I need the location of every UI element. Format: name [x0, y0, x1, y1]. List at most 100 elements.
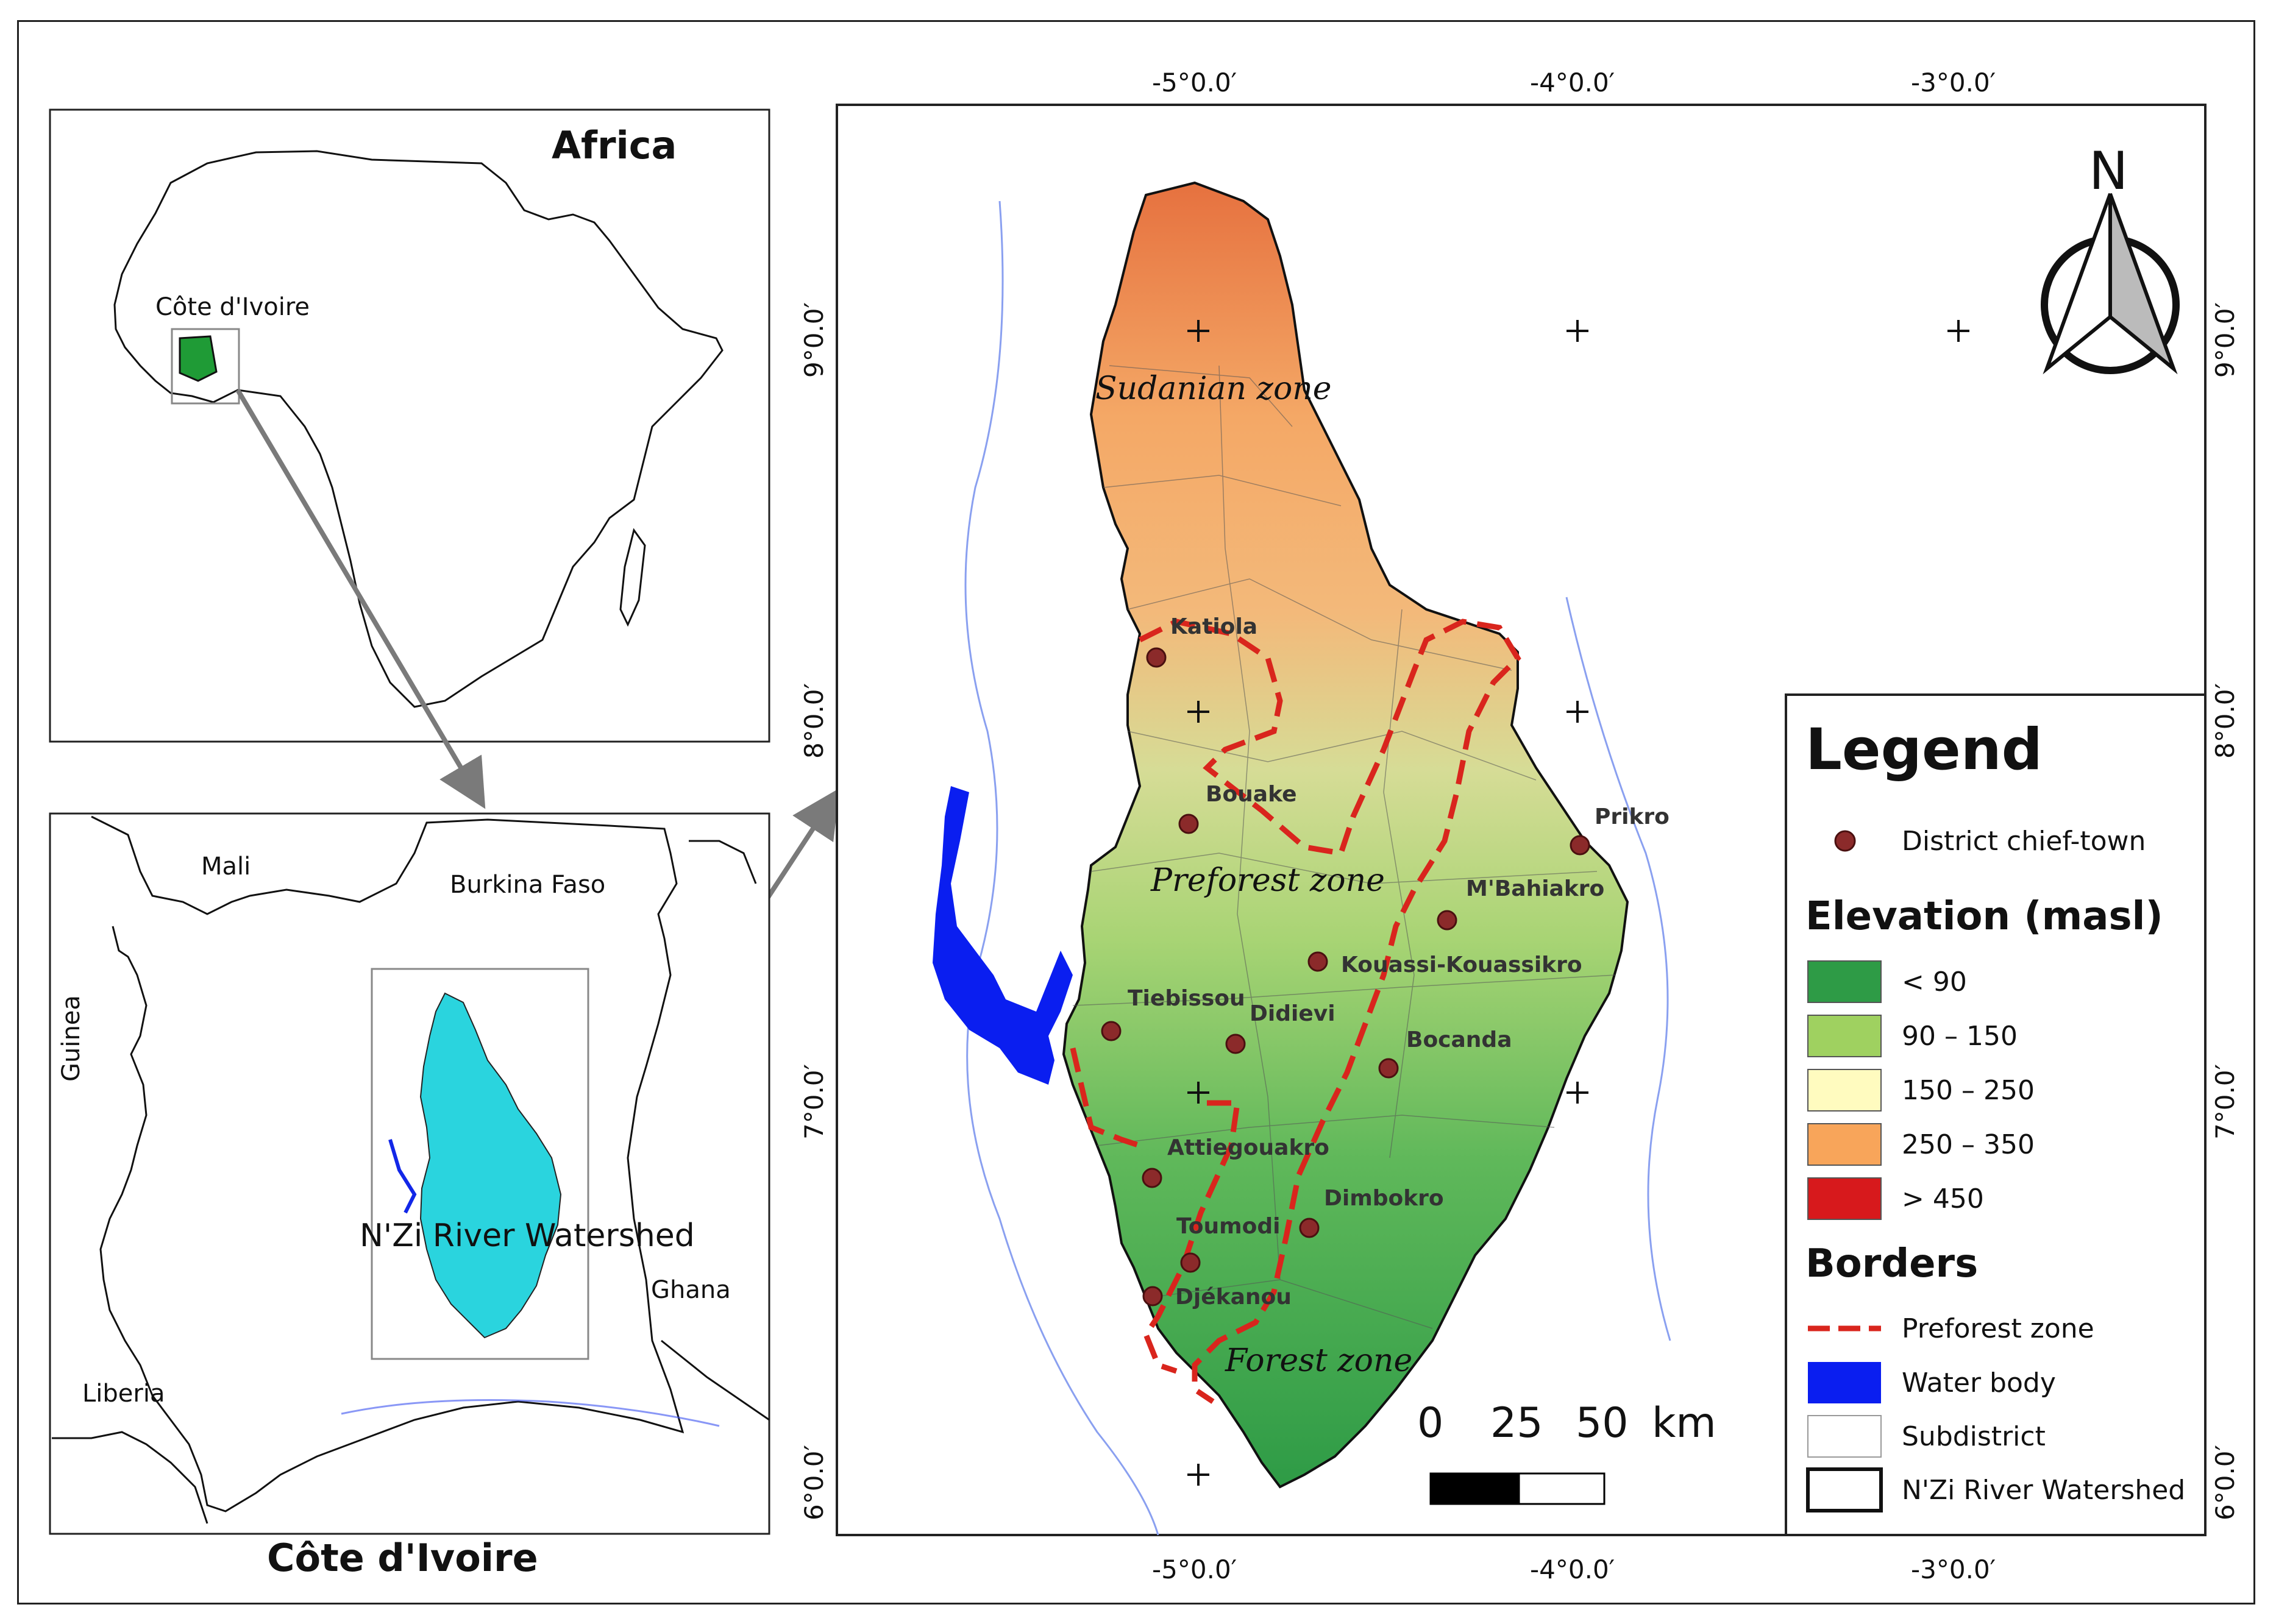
watershed-box — [371, 968, 589, 1360]
town-label-toumodi: Toumodi — [1176, 1214, 1281, 1239]
town-marker-kouassi-kouassikro — [1307, 951, 1328, 972]
scale-segment-light — [1518, 1472, 1606, 1505]
civ-inset: Mali Burkina Faso Guinea Ghana Liberia N… — [49, 812, 770, 1580]
town-marker-tiebissou — [1101, 1021, 1122, 1041]
legend-swatch-gt450 — [1807, 1177, 1882, 1220]
graticule-crosses — [1187, 320, 1969, 1486]
legend-subdistrict-swatch — [1807, 1415, 1882, 1458]
town-marker-toumodi — [1180, 1252, 1201, 1273]
legend-label-250-350: 250 – 350 — [1902, 1129, 2035, 1160]
legend-swatch-lt90 — [1807, 960, 1882, 1003]
graticule-bottom-1: -5°0.0′ — [1152, 1555, 1237, 1584]
town-marker-djekanou — [1142, 1286, 1163, 1307]
legend-watershed-swatch — [1806, 1467, 1883, 1512]
graticule-top-2: -4°0.0′ — [1530, 68, 1615, 98]
legend-district-label: District chief-town — [1902, 826, 2146, 857]
town-labels: Katiola Bouake Prikro M'Bahiakro Kouassi… — [1128, 614, 1670, 1310]
town-marker-bocanda — [1378, 1058, 1399, 1079]
town-marker-prikro — [1570, 835, 1590, 856]
town-label-dimbokro: Dimbokro — [1324, 1186, 1444, 1211]
liberia-border — [52, 1431, 208, 1524]
town-label-prikro: Prikro — [1595, 804, 1670, 829]
town-markers — [1101, 647, 1590, 1307]
label-ghana: Ghana — [651, 1276, 731, 1304]
label-guinea: Guinea — [57, 995, 85, 1082]
scale-label-25: 25 — [1490, 1399, 1543, 1447]
graticule-bottom-2: -4°0.0′ — [1530, 1555, 1615, 1584]
town-label-bouake: Bouake — [1206, 782, 1296, 807]
ghana-coast — [661, 1339, 770, 1421]
legend-swatch-90-150 — [1807, 1015, 1882, 1057]
legend-subdistrict-label: Subdistrict — [1902, 1421, 2046, 1452]
legend-label-150-250: 150 – 250 — [1902, 1075, 2035, 1106]
river-comoe — [1565, 597, 1671, 1341]
graticule-top-1: -5°0.0′ — [1152, 68, 1237, 98]
cote-divoire-highlight — [179, 335, 218, 382]
label-liberia: Liberia — [82, 1380, 165, 1408]
scale-segment-dark — [1429, 1472, 1520, 1505]
town-label-mbahiakro: M'Bahiakro — [1466, 876, 1604, 901]
zoom-arrow-africa — [235, 388, 486, 809]
ghana-north-border — [689, 840, 757, 884]
civ-lake-kossou — [388, 1139, 417, 1214]
town-marker-attiegouakro — [1142, 1168, 1162, 1188]
legend-label-gt450: > 450 — [1902, 1183, 1984, 1214]
graticule-right-2: 8°0.0′ — [2210, 683, 2240, 759]
zone-label-preforest: Preforest zone — [1150, 862, 1385, 899]
zone-label-sudanian: Sudanian zone — [1095, 371, 1332, 407]
africa-inset-frame — [49, 108, 770, 743]
africa-inset: Africa Côte d'Ivoire — [49, 108, 770, 743]
legend-watershed-label: N'Zi River Watershed — [1902, 1475, 2185, 1506]
graticule-right-4: 6°0.0′ — [2210, 1445, 2240, 1520]
civ-watershed-shape — [419, 992, 562, 1339]
legend-title: Legend — [1805, 717, 2043, 783]
label-mali: Mali — [201, 853, 251, 881]
subdistrict-lines — [1072, 365, 1616, 1329]
legend-borders-title: Borders — [1805, 1241, 1978, 1286]
town-marker-katiola — [1146, 647, 1167, 668]
watershed-label: N'Zi River Watershed — [360, 1218, 695, 1254]
legend-label-90-150: 90 – 150 — [1902, 1021, 2018, 1052]
graticule-right-1: 9°0.0′ — [2210, 302, 2240, 378]
town-marker-dimbokro — [1299, 1218, 1320, 1238]
legend-district-marker — [1834, 830, 1856, 852]
town-marker-mbahiakro — [1437, 910, 1457, 931]
graticule-left-2: 8°0.0′ — [799, 683, 829, 759]
madagascar-outline — [619, 528, 646, 627]
civ-inset-frame — [49, 812, 770, 1535]
civ-title: Côte d'Ivoire — [267, 1536, 538, 1580]
town-label-didievi: Didievi — [1250, 1001, 1335, 1026]
legend-water-swatch — [1808, 1362, 1881, 1403]
legend-elevation-title: Elevation (masl) — [1805, 894, 2163, 939]
legend-preforest-label: Preforest zone — [1902, 1313, 2094, 1344]
north-arrow-icon: N — [2041, 141, 2180, 375]
graticule-left-3: 7°0.0′ — [799, 1064, 829, 1140]
town-label-djekanou: Djékanou — [1175, 1285, 1292, 1310]
town-label-attiegouakro: Attiegouakro — [1167, 1135, 1329, 1160]
graticule-left-4: 6°0.0′ — [799, 1445, 829, 1520]
scale-label-50: 50 — [1576, 1399, 1629, 1447]
africa-country-label: Côte d'Ivoire — [155, 293, 310, 321]
preforest-zone-border — [1070, 619, 1521, 1404]
graticule-bottom-3: -3°0.0′ — [1911, 1555, 1996, 1584]
graticule-top-3: -3°0.0′ — [1911, 68, 1996, 98]
scale-bar: 0 25 50 km — [1417, 1399, 1716, 1505]
town-label-katiola: Katiola — [1170, 614, 1257, 639]
legend-swatch-150-250 — [1807, 1069, 1882, 1112]
legend-water-label: Water body — [1902, 1367, 2056, 1399]
graticule-left-1: 9°0.0′ — [799, 302, 829, 378]
town-marker-didievi — [1225, 1034, 1246, 1054]
civ-country-border — [91, 815, 685, 1512]
legend-frame — [1785, 693, 2207, 1536]
legend-label-lt90: < 90 — [1902, 966, 1967, 998]
north-label: N — [2089, 141, 2128, 202]
river-bandama — [964, 200, 1159, 1536]
figure-frame — [17, 20, 2255, 1604]
graticule-right-3: 7°0.0′ — [2210, 1064, 2240, 1140]
town-label-kouassi-kouassikro: Kouassi-Kouassikro — [1341, 952, 1582, 977]
legend-swatch-250-350 — [1807, 1123, 1882, 1166]
africa-title: Africa — [552, 123, 677, 168]
lake-kossou — [933, 786, 1073, 1085]
coastal-lagoon — [341, 1399, 720, 1427]
